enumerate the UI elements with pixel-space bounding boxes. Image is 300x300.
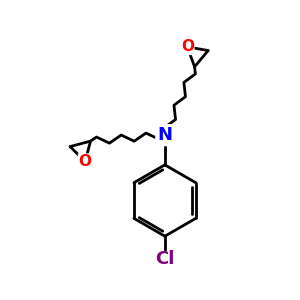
Text: O: O xyxy=(79,154,92,169)
Text: O: O xyxy=(181,39,194,54)
Text: N: N xyxy=(158,126,172,144)
Text: Cl: Cl xyxy=(155,250,175,268)
